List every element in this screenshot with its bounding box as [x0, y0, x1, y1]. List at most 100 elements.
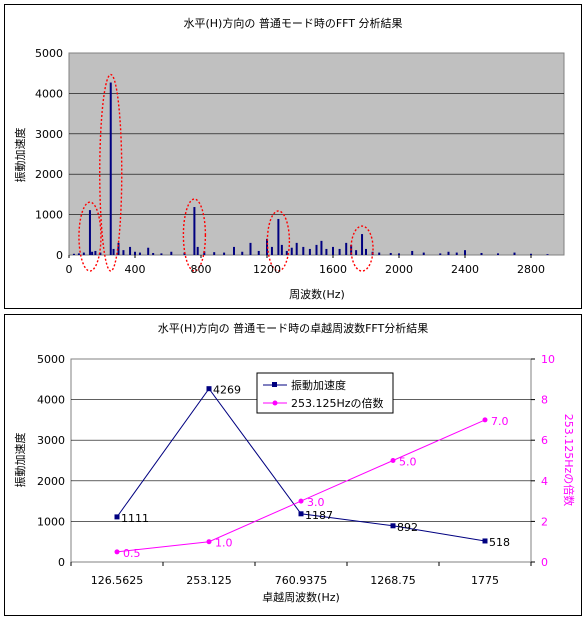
dominant-x-tick-label: 1268.75: [370, 574, 416, 587]
dominant-y-tick-label: 4000: [37, 394, 65, 407]
dominant-y-axis-label: 振動加速度: [13, 433, 27, 488]
fft-bar: [439, 253, 442, 255]
fft-bar: [345, 242, 348, 255]
multiple-point: [114, 549, 120, 555]
dominant-x-tick-label: 1775: [471, 574, 499, 587]
fft-bar: [546, 254, 549, 255]
peak-highlight-ellipse: [266, 210, 291, 272]
multiple-data-label: 1.0: [215, 537, 233, 550]
dominant-y2-tick-label: 8: [541, 394, 548, 407]
fft-bar: [270, 246, 273, 255]
fft-x-axis-label: 周波数(Hz): [289, 288, 345, 301]
fft-bar: [295, 242, 298, 255]
fft-bar: [213, 252, 216, 255]
dominant-y2-tick-label: 10: [541, 353, 555, 366]
fft-y-axis-label: 振動加速度: [13, 128, 27, 183]
dominant-y2-tick-label: 6: [541, 434, 548, 447]
fft-bar: [411, 250, 414, 255]
fft-bar: [365, 248, 367, 255]
fft-bar: [160, 253, 163, 255]
fft-bar: [91, 251, 94, 255]
fft-bar: [241, 251, 244, 255]
peak-highlight-ellipse: [350, 225, 374, 272]
fft-bar: [389, 252, 392, 255]
fft-bar: [302, 246, 305, 255]
dominant-chart-title: 水平(H)方向の 普通モード時の卓越周波数FFT分析結果: [158, 321, 429, 335]
peak-highlight-ellipse: [182, 198, 207, 272]
fft-bar: [129, 246, 132, 255]
dominant-frequency-chart: 水平(H)方向の 普通モード時の卓越周波数FFT分析結果 1111 4269 118…: [13, 321, 576, 604]
fft-bar: [315, 244, 318, 255]
acceleration-data-label: 1187: [305, 509, 333, 522]
fft-bar: [338, 248, 341, 255]
dominant-frequency-chart-panel: 水平(H)方向の 普通モード時の卓越周波数FFT分析結果 1111 4269 118…: [4, 314, 582, 616]
fft-x-tick-label: 2000: [385, 263, 413, 276]
fft-bar: [117, 242, 120, 255]
fft-bar: [122, 250, 125, 255]
peak-highlight-ellipse: [78, 201, 102, 272]
multiple-data-label: 0.5: [123, 547, 141, 560]
fft-chart-title: 水平(H)方向の 普通モード時のFFT 分析結果: [183, 16, 402, 30]
fft-x-tick-label: 1200: [253, 263, 281, 276]
fft-bar: [138, 252, 141, 255]
fft-bar: [249, 242, 252, 255]
fft-bar: [147, 247, 150, 255]
dominant-y2-tick-label: 0: [541, 556, 548, 569]
fft-bar: [152, 252, 155, 255]
acceleration-data-label: 892: [397, 521, 418, 534]
multiple-point: [482, 417, 488, 423]
multiple-point: [390, 458, 396, 463]
fft-bar: [455, 252, 458, 255]
fft-bar: [308, 248, 311, 255]
fft-y-tick-label: 3000: [35, 128, 63, 141]
fft-bar: [277, 218, 280, 255]
dominant-x-tick-label: 126.5625: [91, 574, 144, 587]
fft-x-tick-label: 0: [66, 263, 73, 276]
fft-bar: [223, 252, 226, 255]
multiple-data-label: 7.0: [491, 415, 509, 428]
fft-bar: [513, 252, 516, 255]
fft-y-tick-label: 2000: [35, 168, 63, 181]
dominant-y-tick-label: 0: [58, 556, 65, 569]
peak-highlight-ellipse: [99, 73, 123, 272]
dominant-y-tick-label: 1000: [37, 515, 65, 528]
fft-bar: [355, 250, 358, 255]
fft-bar: [72, 253, 75, 255]
acceleration-point: [114, 514, 120, 520]
dominant-y-tick-label: 2000: [37, 475, 65, 488]
multiple-point: [206, 539, 212, 545]
dominant-x-tick-label: 760.9375: [275, 574, 328, 587]
fft-bar: [257, 250, 260, 255]
dominant-y-tick-label: 3000: [37, 434, 65, 447]
fft-bar: [233, 246, 235, 255]
acceleration-data-label: 518: [489, 536, 510, 549]
acceleration-point: [206, 386, 212, 392]
fft-bar: [112, 248, 115, 255]
fft-bar: [94, 250, 97, 255]
acceleration-point: [482, 538, 488, 544]
acceleration-data-label: 1111: [121, 512, 149, 525]
dominant-x-tick-label: 253.125: [186, 574, 232, 587]
fft-bar: [378, 252, 381, 255]
fft-bar: [77, 253, 80, 255]
fft-bar: [290, 247, 293, 255]
fft-x-tick-label: 2800: [517, 263, 545, 276]
fft-bar: [447, 251, 450, 255]
fft-bar: [398, 253, 400, 255]
acceleration-data-label: 4269: [213, 384, 241, 397]
dominant-legend: 振動加速度 253.125Hzの倍数: [256, 372, 394, 414]
dominant-y-tick-label: 5000: [37, 353, 65, 366]
dominant-y2-axis-label: 253.125Hzの倍数: [562, 414, 576, 507]
dominant-y2-tick-label: 4: [541, 475, 548, 488]
multiple-point: [298, 498, 304, 504]
legend-entry-multiple: 253.125Hzの倍数: [291, 396, 384, 410]
fft-bar: [497, 253, 499, 255]
fft-x-tick-label: 400: [125, 263, 146, 276]
fft-bar: [134, 251, 136, 255]
fft-bar: [464, 250, 466, 255]
fft-bar: [285, 250, 288, 255]
acceleration-point: [298, 511, 304, 517]
fft-y-tick-label: 0: [56, 249, 63, 262]
fft-bar: [193, 207, 196, 255]
fft-bar: [530, 253, 532, 255]
